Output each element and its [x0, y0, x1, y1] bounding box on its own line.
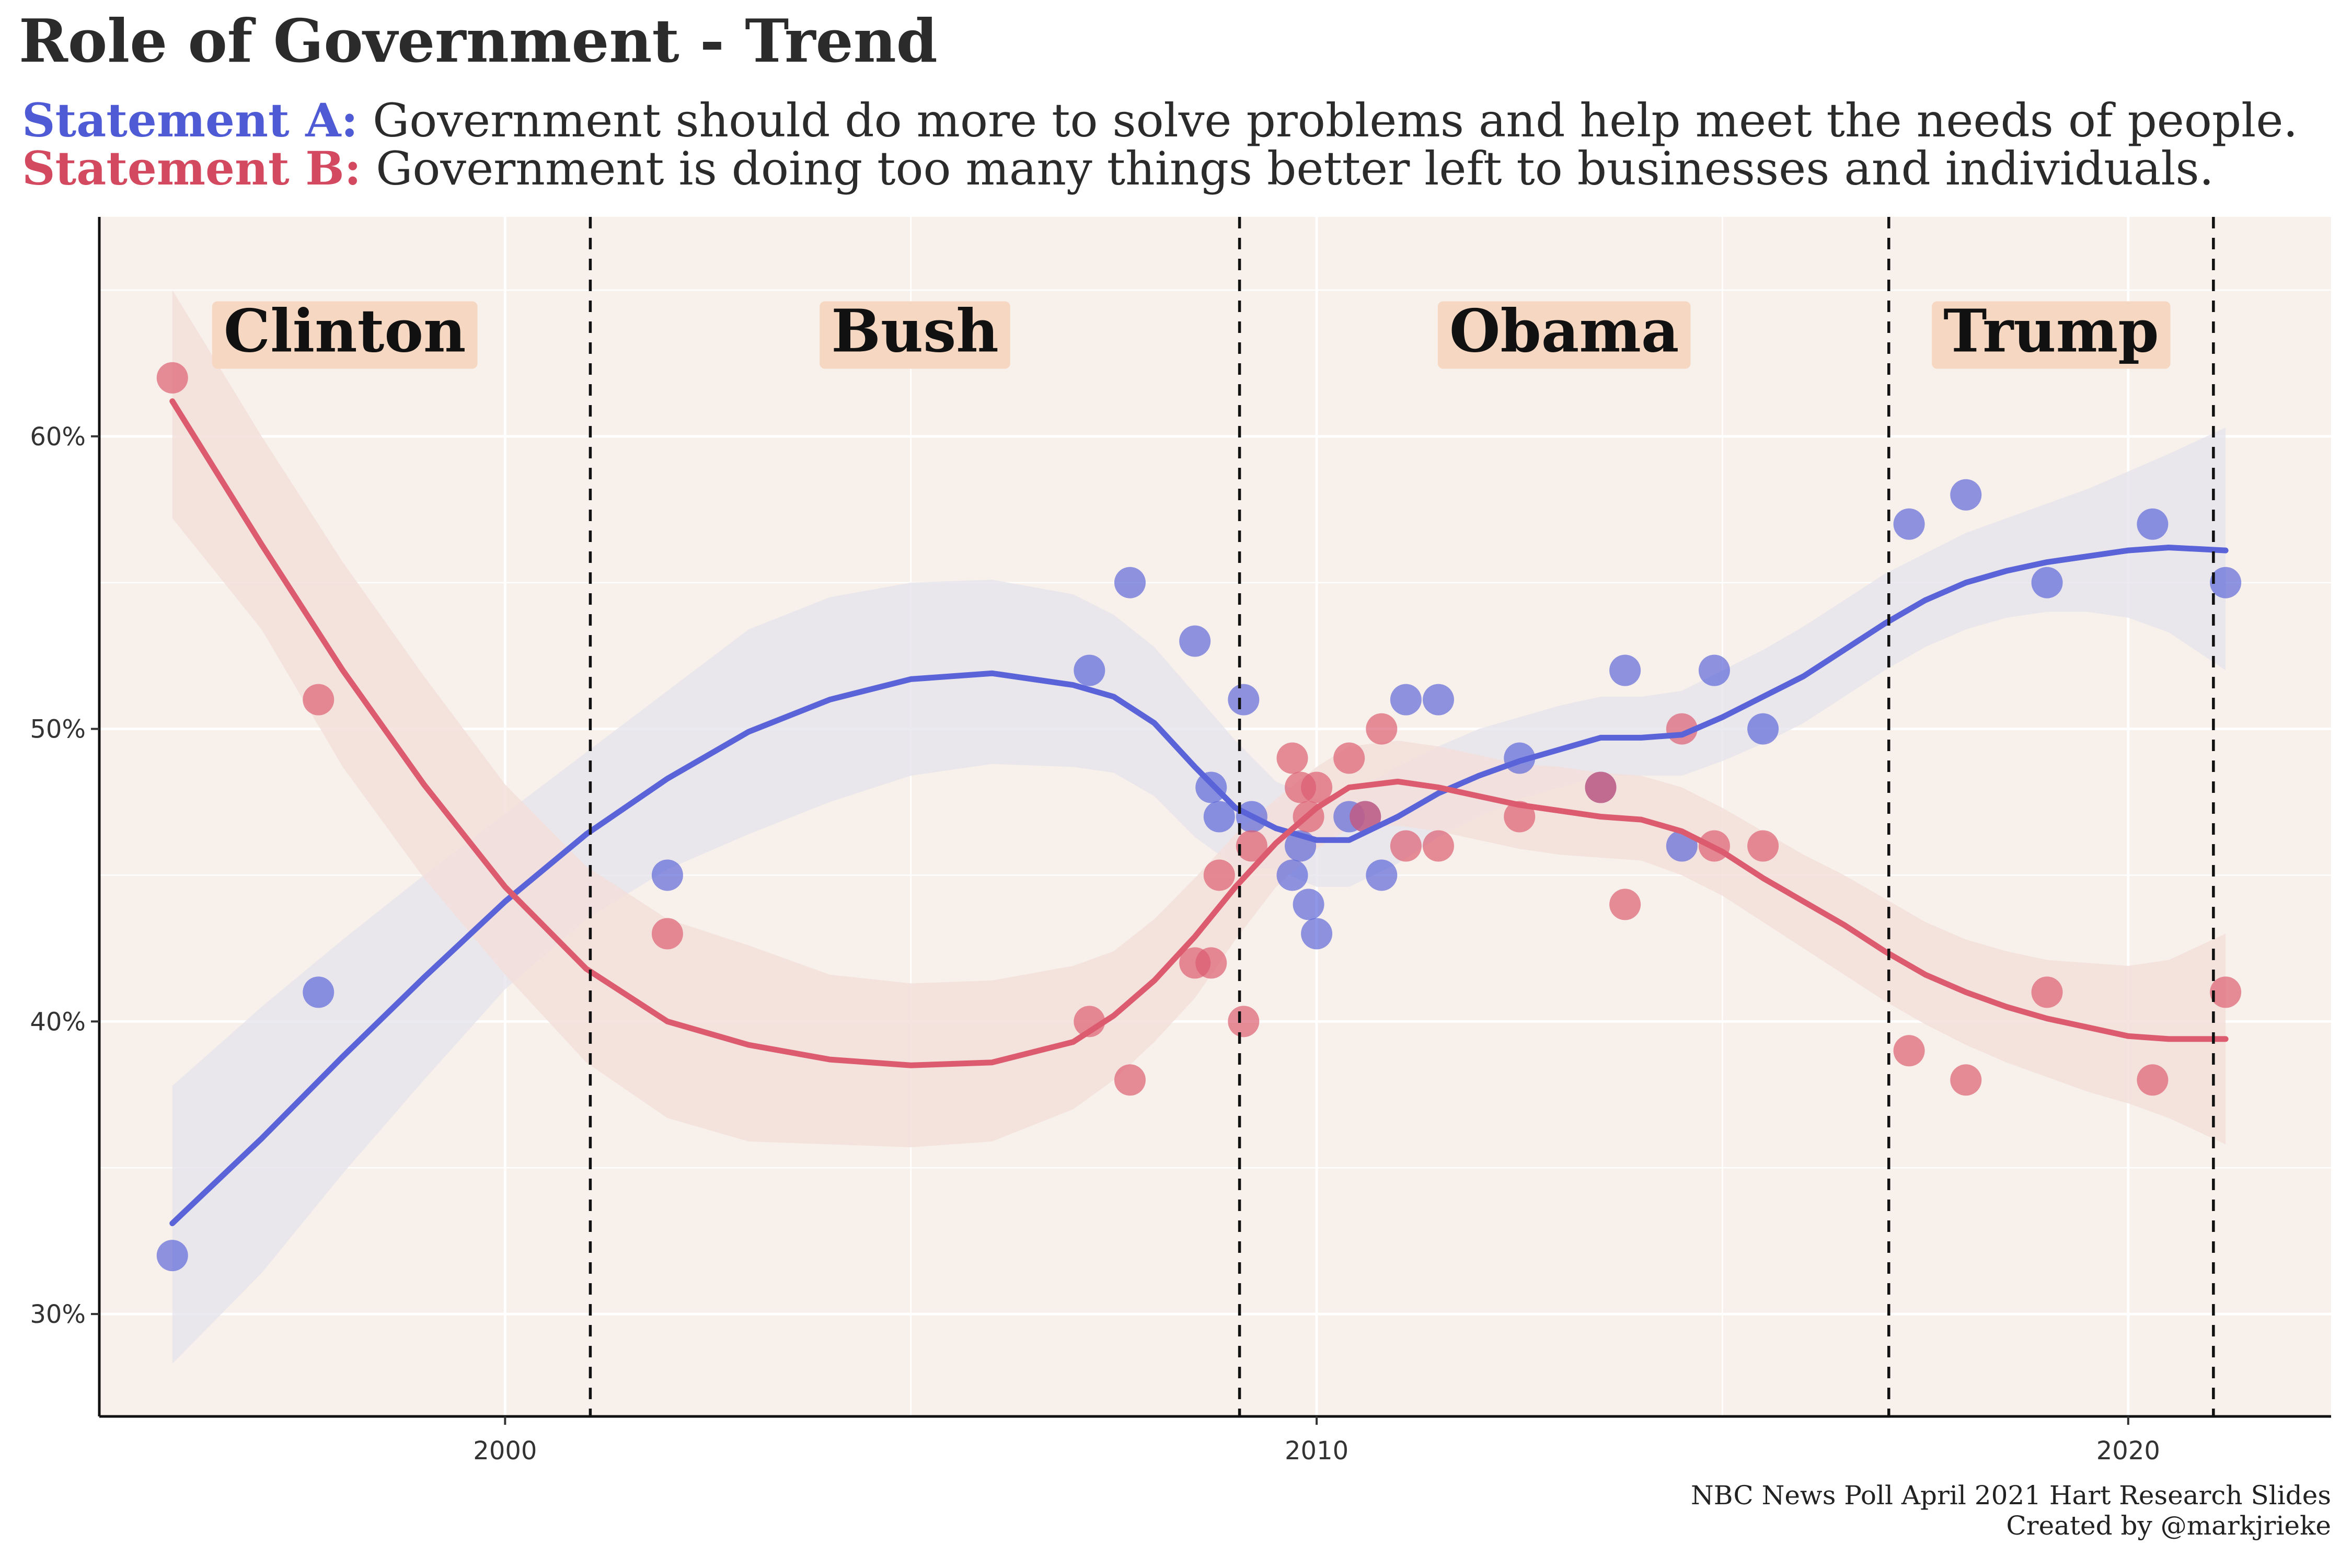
y-tick-label: 50% [30, 715, 86, 744]
x-tick-label: 2020 [2096, 1436, 2160, 1466]
data-point-b [303, 684, 335, 716]
data-point-b [1114, 1064, 1146, 1096]
era-label-trump: Trump [1932, 297, 2171, 369]
era-label-text: Bush [831, 297, 999, 365]
era-label-text: Clinton [224, 297, 466, 365]
chart-title: Role of Government - Trend [19, 6, 938, 76]
data-point-a [1698, 654, 1730, 686]
data-point-a [1609, 654, 1641, 686]
data-point-a [1366, 859, 1398, 891]
data-point-a [1390, 684, 1422, 716]
data-point-b [1747, 830, 1779, 862]
data-point-b [1333, 742, 1365, 774]
data-point-b [1609, 889, 1641, 920]
data-point-b [1390, 830, 1422, 862]
statement-a-text: Government should do more to solve probl… [372, 94, 2298, 147]
data-point-b [651, 918, 683, 950]
data-point-a [1203, 801, 1235, 833]
data-point-a [1293, 889, 1324, 920]
points-series-a [156, 479, 2242, 1272]
data-point-a [1950, 479, 1982, 511]
trend-line-b [169, 398, 2229, 1068]
data-point-a [1074, 654, 1105, 686]
data-point-b [1950, 1064, 1982, 1096]
data-point-b [1195, 947, 1227, 979]
x-tick-label: 2010 [1285, 1436, 1348, 1466]
data-point-b [2137, 1064, 2169, 1096]
era-label-clinton: Clinton [212, 297, 478, 369]
data-point-b [2210, 976, 2242, 1008]
era-label-obama: Obama [1437, 297, 1691, 369]
data-point-b [1585, 771, 1617, 803]
data-point-a [303, 976, 335, 1008]
era-label-bush: Bush [820, 297, 1010, 369]
data-point-a [1114, 567, 1146, 598]
data-point-b [1350, 801, 1381, 833]
author-caption: Created by @markjrieke [2006, 1511, 2331, 1541]
trend-line-a [169, 545, 2229, 1227]
data-point-a [1276, 859, 1308, 891]
data-point-a [2031, 567, 2063, 598]
data-point-b [1228, 1006, 1260, 1037]
data-point-b [156, 362, 188, 394]
data-point-b [1236, 830, 1267, 862]
data-point-b [1366, 713, 1398, 745]
x-tick-label: 2000 [473, 1436, 537, 1466]
data-point-a [1893, 508, 1925, 540]
era-label-box [1437, 301, 1691, 369]
y-tick-label: 30% [30, 1300, 86, 1329]
era-label-box [820, 301, 1010, 369]
data-point-a [1301, 918, 1333, 950]
data-point-a [651, 859, 683, 891]
statement-b-label: Statement B: [22, 141, 362, 195]
data-point-a [1228, 684, 1260, 716]
data-point-a [2137, 508, 2169, 540]
data-point-a [1423, 684, 1454, 716]
confidence-band-b [172, 290, 2226, 1148]
statement-b: Statement B: Government is doing too man… [22, 141, 2214, 195]
era-label-text: Trump [1943, 297, 2159, 365]
statement-a: Statement A: Government should do more t… [22, 93, 2298, 147]
data-point-b [1301, 771, 1333, 803]
data-point-b [2031, 976, 2063, 1008]
data-point-b [1423, 830, 1454, 862]
era-label-text: Obama [1449, 297, 1679, 365]
era-label-box [212, 301, 478, 369]
data-point-b [1203, 859, 1235, 891]
data-point-b [1276, 742, 1308, 774]
data-point-b [1893, 1035, 1925, 1067]
y-tick-label: 60% [30, 422, 86, 452]
data-point-a [2210, 567, 2242, 598]
data-point-a [1179, 625, 1211, 657]
era-label-box [1932, 301, 2171, 369]
statement-a-label: Statement A: [22, 93, 358, 147]
source-caption: NBC News Poll April 2021 Hart Research S… [1691, 1480, 2331, 1511]
y-tick-label: 40% [30, 1007, 86, 1036]
statement-b-text: Government is doing too many things bett… [376, 142, 2214, 195]
data-point-a [1747, 713, 1779, 745]
data-point-a [156, 1240, 188, 1272]
